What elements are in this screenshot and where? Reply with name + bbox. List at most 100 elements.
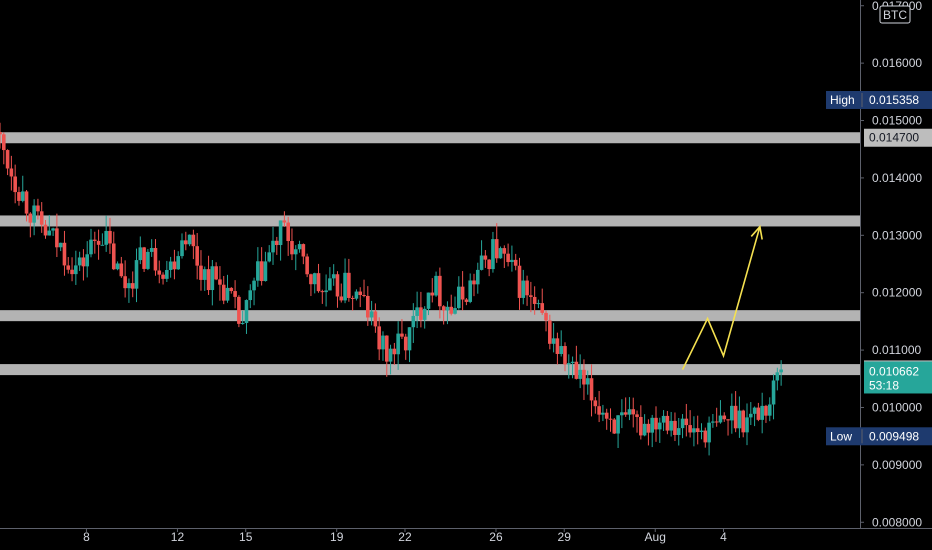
candle-174 [657, 417, 662, 443]
currency-badge [879, 5, 911, 24]
candle-body [676, 428, 681, 435]
candle-body [718, 415, 723, 423]
candle-body [468, 280, 472, 302]
candle-200 [756, 402, 761, 422]
candle-105 [396, 321, 400, 370]
candle-body [267, 252, 272, 262]
price-tick-label: 0.014000 [872, 171, 922, 185]
price-tick-label: 0.015000 [872, 114, 922, 128]
candle-45 [168, 256, 173, 278]
candle-7 [24, 190, 29, 222]
candle-94 [354, 289, 359, 301]
candle-body [544, 312, 548, 321]
candle-2 [5, 149, 10, 176]
candle-body [206, 269, 211, 291]
candle-body [502, 248, 507, 254]
candle-161 [608, 408, 613, 432]
candle-body [737, 410, 742, 429]
time-tick-label: Aug [645, 530, 666, 544]
candle-body [684, 418, 689, 426]
candle-body [521, 280, 526, 298]
candle-body [184, 240, 188, 245]
candle-164 [620, 399, 624, 429]
candle-71 [267, 245, 272, 263]
candle-150 [566, 354, 571, 379]
candle-99 [373, 303, 378, 333]
candle-body [165, 269, 169, 279]
candle-195 [737, 396, 742, 438]
candle-body [779, 369, 783, 373]
candle-16 [58, 242, 63, 252]
candle-22 [81, 249, 86, 281]
candle-109 [411, 303, 416, 343]
horizontal-zone-2 [0, 310, 860, 322]
candle-19 [70, 257, 74, 282]
candle-116 [438, 267, 442, 319]
candle-body [457, 286, 461, 309]
candle-135 [510, 245, 514, 272]
candle-body [248, 290, 253, 301]
candle-body [396, 333, 400, 355]
candle-13 [47, 214, 52, 236]
candle-body [650, 417, 655, 433]
candle-163 [616, 415, 620, 448]
candle-77 [290, 228, 294, 261]
candle-body [548, 320, 552, 344]
candle-body [293, 249, 298, 255]
candle-142 [536, 299, 541, 309]
candle-body [5, 150, 10, 169]
candle-body [487, 259, 491, 270]
candle-body [635, 414, 639, 417]
candle-134 [506, 243, 510, 267]
candle-body [108, 230, 112, 244]
candle-202 [764, 404, 768, 423]
candle-178 [673, 412, 677, 442]
candle-body [100, 244, 105, 246]
candle-17 [62, 230, 67, 276]
time-axis[interactable]: 8 12 15 19 22 26 29 Aug 4 [83, 528, 727, 544]
candle-body [608, 418, 613, 420]
candle-29 [108, 217, 112, 254]
candle-3 [9, 155, 14, 191]
candle-body [278, 220, 283, 246]
candle-110 [415, 291, 419, 329]
candle-body [673, 420, 677, 435]
candle-body [415, 307, 419, 316]
candle-body [252, 280, 256, 291]
candle-body [218, 279, 222, 285]
candle-body [566, 363, 571, 365]
candle-51 [191, 229, 196, 260]
candle-body [403, 336, 408, 351]
candle-103 [388, 344, 393, 375]
price-tick-label: 0.012000 [872, 286, 922, 300]
candle-body [430, 292, 435, 296]
candle-111 [419, 291, 423, 328]
candle-155 [585, 370, 590, 395]
candle-body [350, 297, 355, 299]
candle-60 [225, 274, 230, 303]
candle-88 [331, 264, 336, 286]
low-price-tag-bg [826, 427, 932, 446]
candle-body [168, 261, 173, 270]
candle-body [510, 259, 514, 263]
candle-61 [229, 287, 234, 294]
candle-14 [51, 227, 55, 236]
candle-body [411, 315, 416, 328]
candle-168 [635, 410, 639, 433]
candle-body [699, 430, 704, 433]
candle-body [642, 423, 647, 436]
candle-0 [0, 122, 2, 149]
candle-body [764, 405, 768, 416]
candle-body [453, 308, 457, 314]
candle-body [305, 256, 309, 275]
candle-body [191, 234, 196, 247]
candle-41 [153, 239, 158, 276]
candle-body [187, 234, 192, 245]
candle-body [104, 230, 108, 245]
top-zone-price-tag-bg [864, 128, 932, 147]
candle-156 [589, 364, 594, 417]
price-axis[interactable]: 0.008000 0.009000 0.010000 0.011000 0.012000… [860, 0, 922, 529]
candle-138 [521, 269, 526, 305]
candle-body [601, 412, 605, 415]
